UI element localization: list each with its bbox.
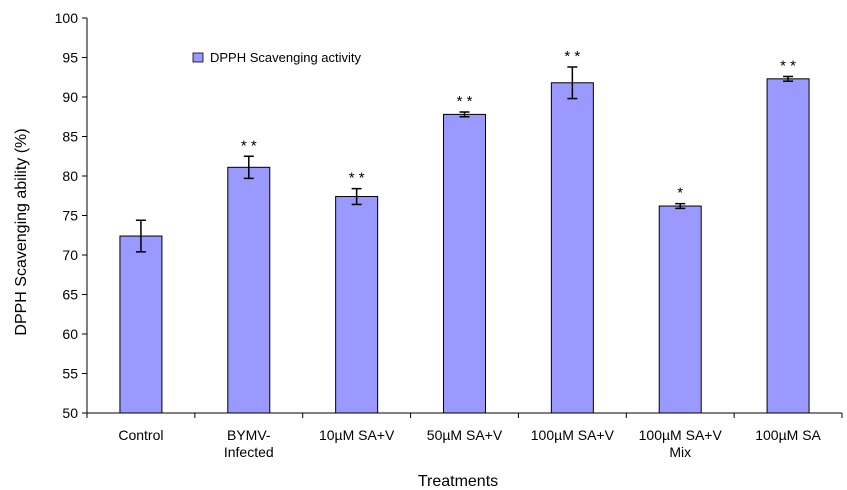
bar	[335, 196, 379, 414]
y-axis-title: DPPH Scavenging ability (%)	[13, 128, 30, 335]
y-tick-label: 65	[62, 287, 78, 303]
significance-marker: * *	[457, 93, 473, 110]
legend-label: DPPH Scavenging activity	[210, 50, 362, 65]
bar	[766, 78, 810, 414]
significance-marker: * *	[349, 170, 365, 187]
bar	[443, 113, 486, 414]
x-axis-title: Treatments	[418, 473, 498, 490]
x-tick-label: Control	[118, 427, 163, 443]
significance-marker: * *	[564, 48, 580, 65]
x-axis: Control BYMV-Infected 10µM SA+V 50µM SA+V 10…	[86, 412, 843, 460]
legend: DPPH Scavenging activity	[192, 50, 362, 65]
error-bars	[135, 66, 794, 253]
y-tick-label: 100	[55, 10, 79, 26]
y-tick-label: 80	[62, 168, 78, 184]
bar	[227, 166, 271, 414]
x-tick-label: 10µM SA+V	[319, 427, 395, 443]
y-tick-label: 85	[62, 129, 78, 145]
bar-series	[119, 78, 810, 414]
y-tick-label: 95	[62, 50, 78, 66]
legend-swatch	[192, 52, 204, 63]
bar	[550, 82, 594, 414]
y-tick-label: 90	[62, 89, 78, 105]
x-tick-label: 100µM SA	[755, 427, 821, 443]
x-tick-label: 50µM SA+V	[427, 427, 503, 443]
bar	[119, 235, 163, 414]
x-tick-label: BYMV-Infected	[224, 427, 274, 460]
y-tick-label: 50	[62, 405, 78, 421]
significance-marks: * * * * * * * * * * *	[241, 48, 796, 202]
significance-marker: * *	[241, 137, 257, 154]
y-tick-label: 55	[62, 366, 78, 382]
y-tick-label: 75	[62, 208, 78, 224]
y-axis: 50 55 60 65 70 75 80 85 90 95 100	[55, 10, 88, 421]
x-tick-label: 100µM SA+V	[531, 427, 615, 443]
x-tick-label: 100µM SA+V Mix	[639, 427, 723, 460]
y-tick-label: 60	[62, 326, 78, 342]
significance-marker: *	[677, 185, 683, 202]
bar	[658, 205, 702, 414]
significance-marker: * *	[780, 57, 796, 74]
y-tick-label: 70	[62, 247, 78, 263]
